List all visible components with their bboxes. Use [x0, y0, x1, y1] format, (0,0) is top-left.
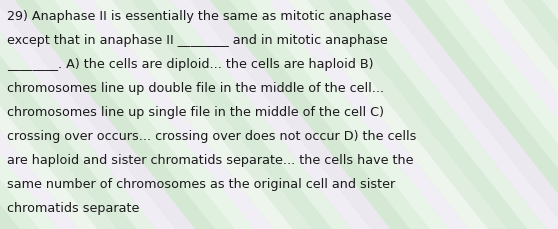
Polygon shape	[0, 0, 176, 229]
Polygon shape	[541, 0, 558, 229]
Polygon shape	[170, 0, 371, 229]
Text: crossing over occurs... crossing over does not occur D) the cells: crossing over occurs... crossing over do…	[7, 129, 417, 142]
Polygon shape	[190, 0, 391, 229]
Text: chromosomes line up double file in the middle of the cell...: chromosomes line up double file in the m…	[7, 81, 384, 94]
Polygon shape	[229, 0, 430, 229]
Text: 29) Anaphase II is essentially the same as mitotic anaphase: 29) Anaphase II is essentially the same …	[7, 10, 392, 23]
Polygon shape	[0, 0, 59, 229]
Polygon shape	[0, 0, 137, 229]
Polygon shape	[522, 0, 558, 229]
Polygon shape	[0, 0, 117, 229]
Text: chromosomes line up single file in the middle of the cell C): chromosomes line up single file in the m…	[7, 105, 384, 118]
Text: except that in anaphase II ________ and in mitotic anaphase: except that in anaphase II ________ and …	[7, 34, 388, 46]
Polygon shape	[0, 0, 39, 229]
Polygon shape	[424, 0, 558, 229]
Polygon shape	[33, 0, 234, 229]
Polygon shape	[346, 0, 547, 229]
Polygon shape	[463, 0, 558, 229]
Polygon shape	[0, 0, 98, 229]
Polygon shape	[0, 0, 20, 229]
Polygon shape	[92, 0, 293, 229]
Polygon shape	[365, 0, 558, 229]
Text: ________. A) the cells are diploid... the cells are haploid B): ________. A) the cells are diploid... th…	[7, 57, 374, 71]
Polygon shape	[444, 0, 558, 229]
Polygon shape	[248, 0, 449, 229]
Polygon shape	[112, 0, 312, 229]
Polygon shape	[14, 0, 215, 229]
Polygon shape	[307, 0, 508, 229]
Polygon shape	[0, 0, 78, 229]
Polygon shape	[385, 0, 558, 229]
Text: are haploid and sister chromatids separate... the cells have the: are haploid and sister chromatids separa…	[7, 153, 413, 166]
Polygon shape	[0, 0, 156, 229]
Polygon shape	[209, 0, 410, 229]
Polygon shape	[268, 0, 469, 229]
Polygon shape	[326, 0, 527, 229]
Polygon shape	[0, 0, 195, 229]
Polygon shape	[73, 0, 273, 229]
Text: same number of chromosomes as the original cell and sister: same number of chromosomes as the origin…	[7, 177, 396, 190]
Polygon shape	[287, 0, 488, 229]
Polygon shape	[483, 0, 558, 229]
Text: chromatids separate: chromatids separate	[7, 201, 139, 214]
Polygon shape	[502, 0, 558, 229]
Polygon shape	[53, 0, 254, 229]
Polygon shape	[405, 0, 558, 229]
Polygon shape	[131, 0, 332, 229]
Polygon shape	[151, 0, 352, 229]
